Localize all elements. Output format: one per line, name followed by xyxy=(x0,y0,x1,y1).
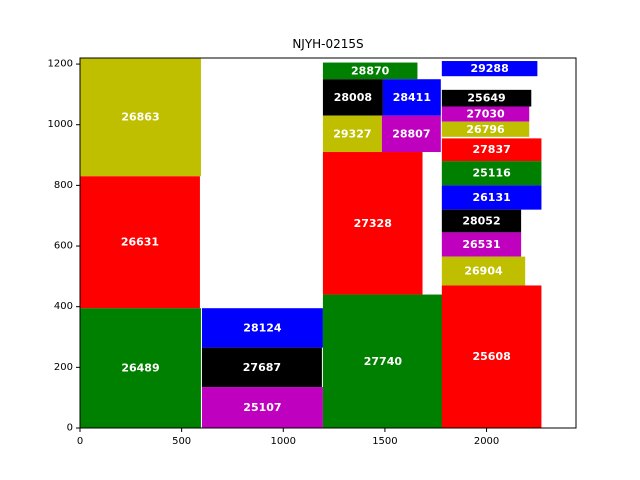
panel-rect-27687 xyxy=(201,347,322,388)
panel-label: 27687 xyxy=(243,361,281,374)
panel-label: 26904 xyxy=(464,265,503,278)
panel-rect-26631 xyxy=(80,176,200,309)
panel-rect-28807 xyxy=(381,115,441,153)
y-tick-label: 1000 xyxy=(48,119,73,130)
y-tick-label: 800 xyxy=(54,180,73,191)
panel-rect-25608 xyxy=(441,285,542,428)
panel-label: 29327 xyxy=(333,127,371,140)
panel-rect-28124 xyxy=(201,308,323,348)
panel-label: 25649 xyxy=(467,92,505,105)
panel-label: 28124 xyxy=(243,321,282,334)
rects-layer: 26863 26631 26489 28124 27687 25107 28870 28008… xyxy=(80,58,542,428)
y-tick-label: 600 xyxy=(54,241,73,252)
panel-rect-27837 xyxy=(441,138,542,162)
panel-label: 26131 xyxy=(472,191,510,204)
x-tick-label: 2000 xyxy=(474,436,499,447)
panel-rect-29288 xyxy=(441,61,538,77)
panel-rect-25107 xyxy=(201,387,323,428)
panel-rect-26863 xyxy=(80,58,201,177)
panel-label: 28052 xyxy=(462,215,500,228)
y-axis: 0 200 400 600 800 1000 1200 xyxy=(48,59,80,434)
x-tick-label: 0 xyxy=(77,436,83,447)
y-tick-label: 400 xyxy=(54,301,73,312)
panel-label: 29288 xyxy=(470,62,508,75)
panel-label: 27030 xyxy=(466,108,505,121)
panel-rect-26131 xyxy=(441,185,542,210)
panel-label: 28870 xyxy=(351,64,390,77)
panel-rect-28870 xyxy=(322,62,418,80)
y-tick-label: 1200 xyxy=(48,59,73,70)
x-tick-label: 1000 xyxy=(271,436,296,447)
panel-label: 27328 xyxy=(354,217,392,230)
panel-rect-25649 xyxy=(441,89,532,107)
panel-rect-26796 xyxy=(441,121,530,137)
y-tick-label: 200 xyxy=(54,362,73,373)
y-tick-label: 0 xyxy=(67,423,73,434)
panel-rect-25116 xyxy=(441,161,542,186)
panel-label: 25107 xyxy=(243,401,281,414)
x-tick-label: 1500 xyxy=(372,436,397,447)
x-tick-label: 500 xyxy=(172,436,191,447)
panel-rect-27030 xyxy=(441,106,530,122)
panel-rect-26904 xyxy=(441,256,526,286)
panel-label: 25116 xyxy=(472,167,511,180)
panel-rect-28411 xyxy=(382,79,441,116)
panel-rect-29327 xyxy=(322,115,382,153)
panel-label: 26531 xyxy=(462,238,500,251)
panel-rect-27740 xyxy=(322,294,443,428)
panel-label: 28807 xyxy=(392,127,430,140)
panel-rect-26531 xyxy=(441,232,522,257)
panel-label: 26489 xyxy=(121,362,159,375)
panel-label: 26796 xyxy=(466,123,505,136)
panel-rect-28008 xyxy=(322,79,383,116)
panel-label: 27740 xyxy=(364,355,403,368)
panel-label: 26863 xyxy=(121,111,159,124)
panel-label: 25608 xyxy=(472,350,510,363)
panel-label: 28008 xyxy=(334,91,372,104)
panel-label: 27837 xyxy=(472,143,510,156)
panel-rect-28052 xyxy=(441,209,522,233)
panel-rect-27328 xyxy=(322,152,423,295)
x-axis: 0 500 1000 1500 2000 xyxy=(77,428,499,447)
chart-title: NJYH-0215S xyxy=(292,37,363,51)
panel-rect-26489 xyxy=(80,308,201,428)
panel-label: 26631 xyxy=(121,236,159,249)
panel-label: 28411 xyxy=(393,91,431,104)
plot-frame xyxy=(79,57,577,429)
